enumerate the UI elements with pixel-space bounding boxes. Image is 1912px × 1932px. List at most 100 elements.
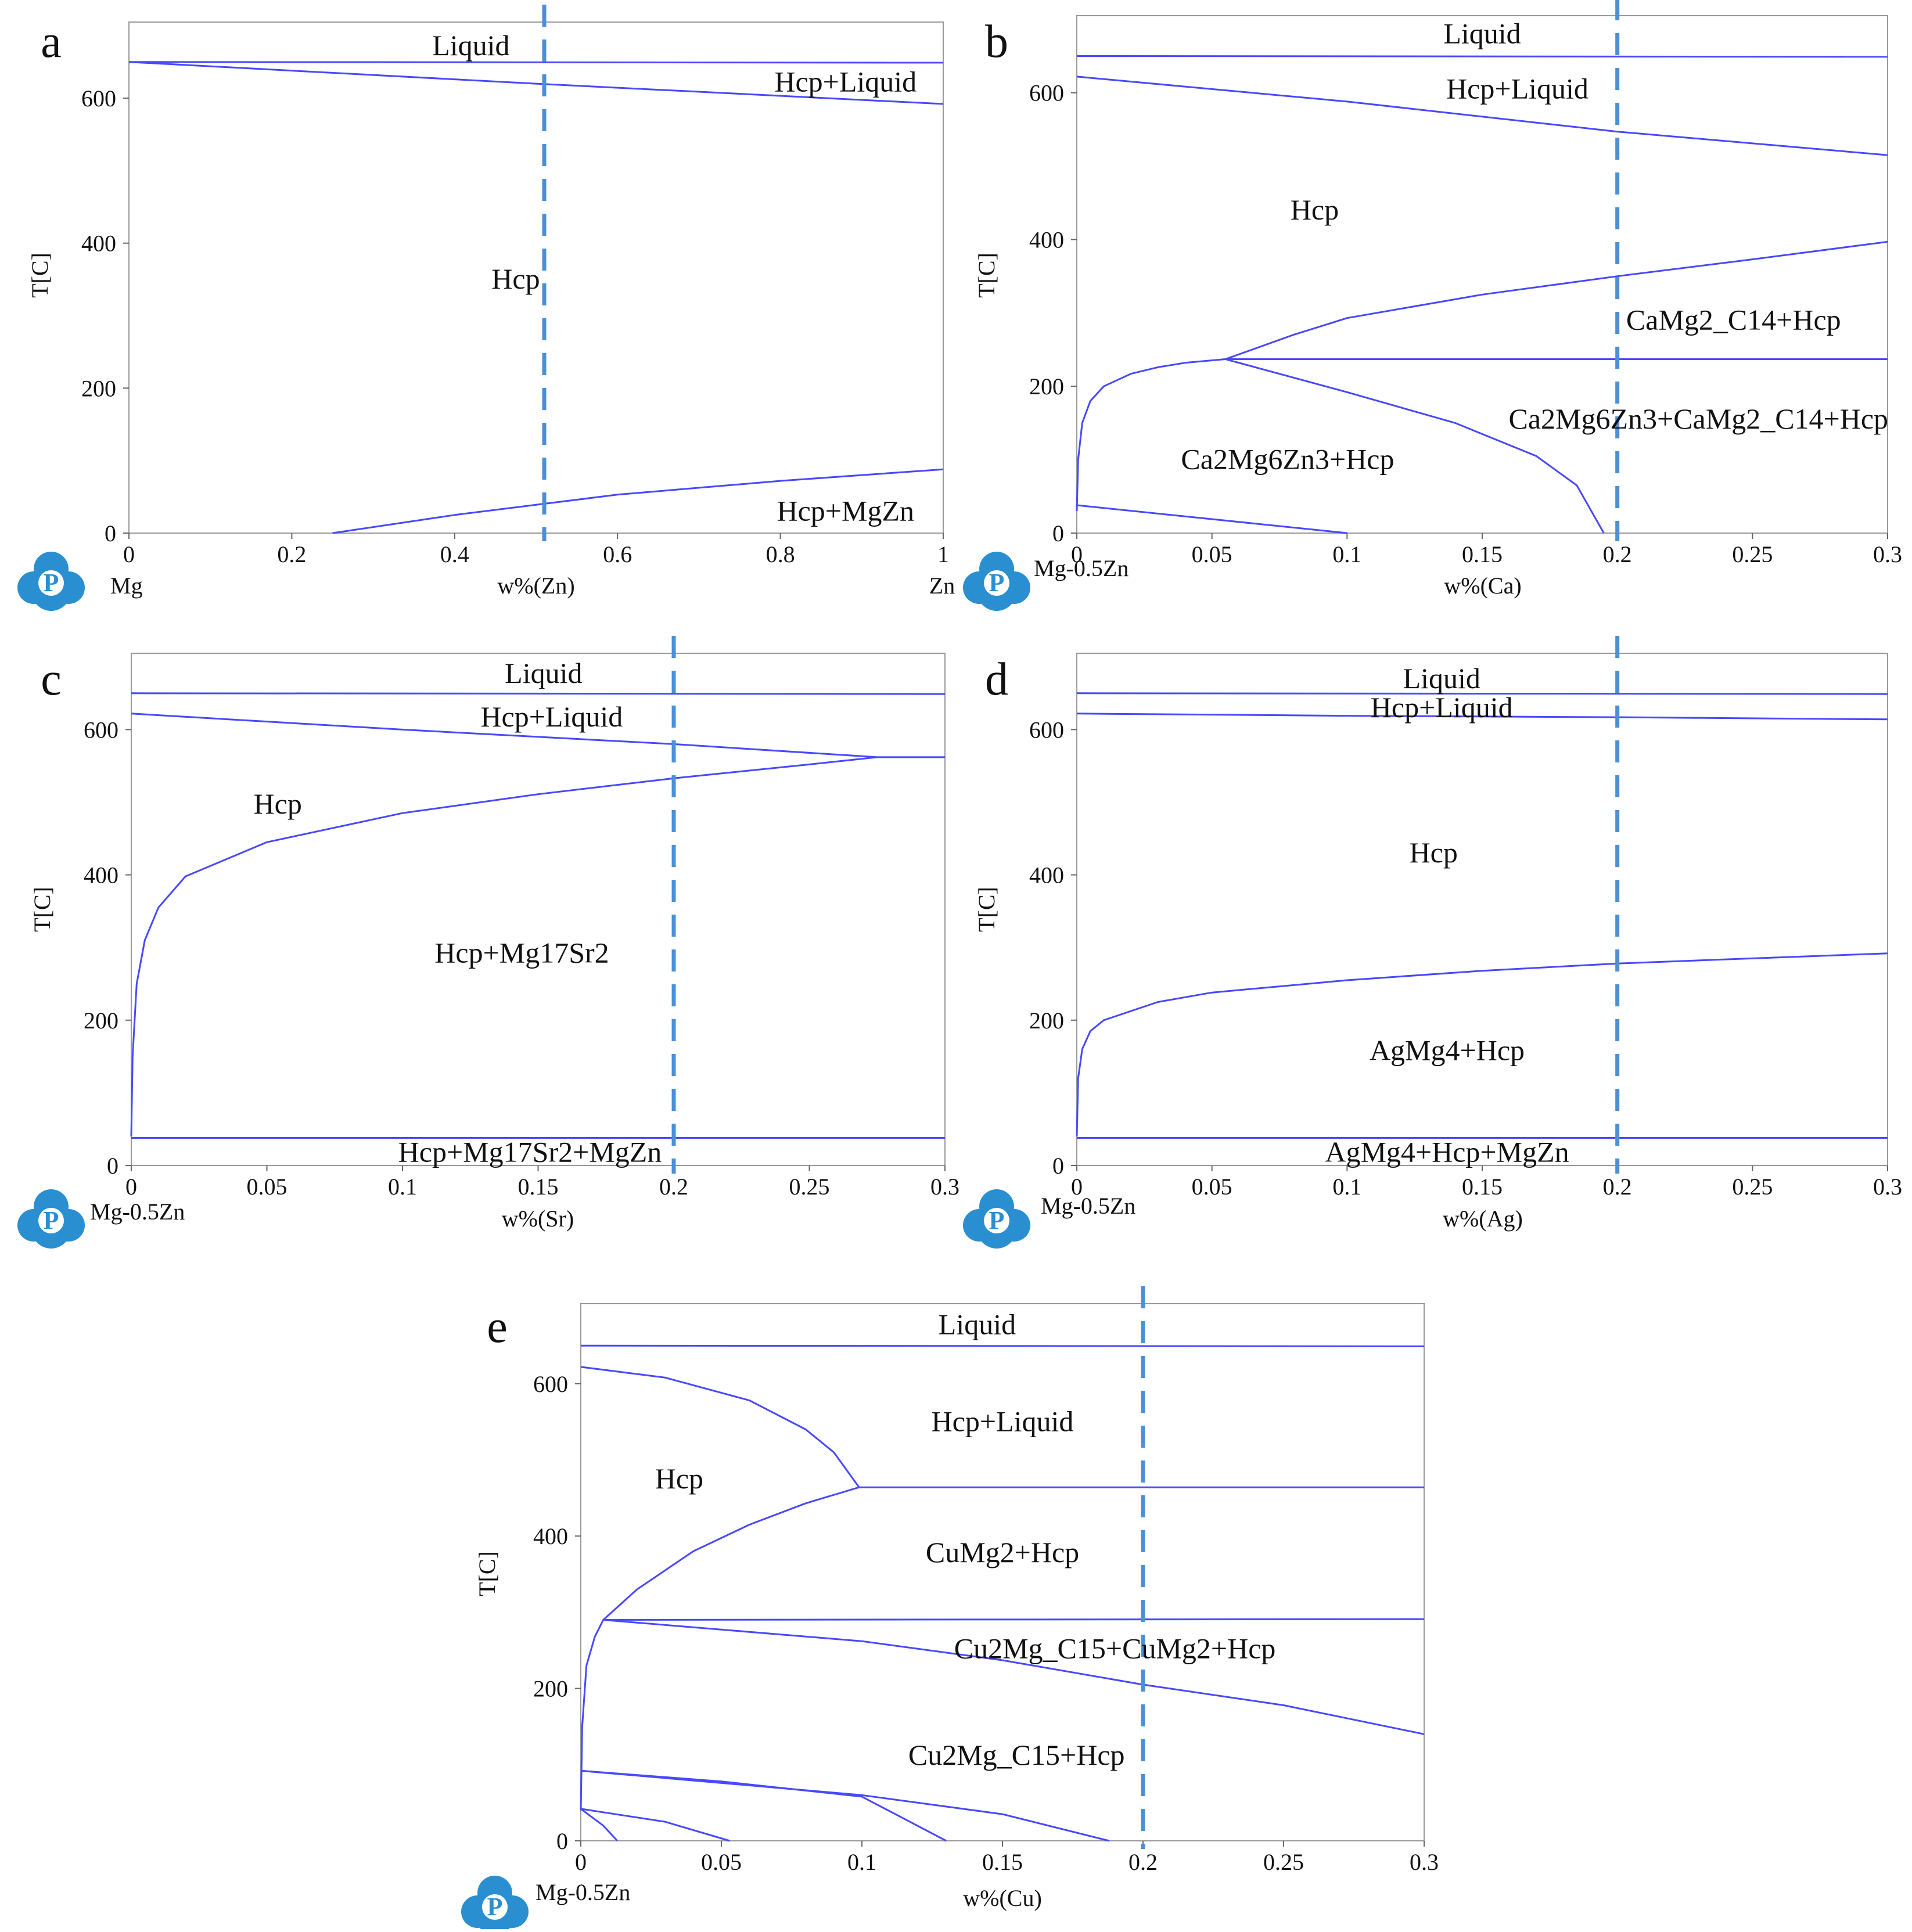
phase-region-label: Liquid [1403, 662, 1480, 695]
plot-frame [128, 21, 944, 534]
x-tick-label: 0.2 [1128, 1849, 1158, 1875]
y-tick-label: 0 [107, 1153, 118, 1179]
x-tick-label: 0.25 [789, 1174, 830, 1200]
y-axis-label: T[C] [27, 253, 53, 298]
phase-region-label: Hcp [655, 1462, 703, 1495]
phase-region-label: Ca2Mg6Zn3+Hcp [1181, 443, 1394, 476]
y-tick-label: 200 [81, 375, 116, 401]
x-tick-label: 0.1 [1332, 541, 1361, 567]
x-tick-label: 0.15 [1462, 1174, 1503, 1200]
x-axis-label: w%(Sr) [502, 1206, 574, 1232]
x-axis-label: w%(Cu) [963, 1885, 1042, 1911]
x-tick-label: 0.2 [277, 541, 306, 567]
x-tick-label: 0 [575, 1849, 587, 1875]
x-tick-label: 0.25 [1732, 541, 1773, 567]
phase-region-label: Hcp+Liquid [774, 66, 917, 98]
left-component-label: Mg-0.5Zn [535, 1879, 630, 1905]
phase-region-label: Ca2Mg6Zn3+CaMg2_C14+Hcp [1508, 402, 1888, 435]
phase-region-label: Hcp+Mg17Sr2 [434, 937, 609, 969]
phase-boundary-line [1076, 240, 1888, 512]
phase-region-label: Liquid [939, 1308, 1016, 1341]
phase-boundary-line [580, 1769, 947, 1842]
phase-boundary-line [128, 61, 944, 105]
left-component-label: Mg [110, 573, 143, 599]
phase-region-label: Cu2Mg_C15+CuMg2+Hcp [954, 1632, 1276, 1664]
phase-region-label: Cu2Mg_C15+Hcp [908, 1739, 1125, 1771]
x-tick-label: 0.3 [1873, 1174, 1902, 1200]
x-tick-label: 0.3 [1873, 541, 1902, 567]
y-tick-label: 200 [1029, 373, 1064, 400]
x-tick-label: 0.3 [930, 1174, 959, 1200]
y-tick-label: 400 [81, 231, 116, 257]
y-axis-label: T[C] [474, 1551, 500, 1596]
logo-letter: P [44, 569, 59, 597]
x-axis-label: w%(Ag) [1443, 1206, 1523, 1232]
panel-a: 0 0.2 0.4 0.6 0.8 1 0 200 400 600 Liquid Hcp+Liquid… [17, 5, 955, 611]
phase-boundary-line [130, 756, 878, 1137]
right-component-label: Zn [929, 573, 955, 599]
phase-region-label: Hcp [1410, 836, 1458, 869]
phase-boundary-line [603, 1619, 1425, 1735]
x-tick-label: 0 [1071, 541, 1083, 567]
phase-region-label: Hcp [1291, 193, 1339, 226]
software-logo-icon: P [17, 1189, 85, 1249]
x-tick-label: 0.8 [766, 541, 795, 567]
phase-region-label: AgMg4+Hcp [1370, 1034, 1525, 1066]
x-tick-label: 0.1 [1332, 1174, 1361, 1200]
left-component-label: Mg-0.5Zn [1034, 555, 1128, 581]
x-tick-label: 0.2 [1603, 541, 1632, 567]
y-tick-label: 200 [84, 1008, 118, 1034]
panel-label: d [985, 654, 1008, 705]
phase-region-label: CuMg2+Hcp [926, 1536, 1079, 1568]
phase-region-label: AgMg4+Hcp+MgZn [1325, 1135, 1569, 1168]
phase-boundary-line [1076, 952, 1888, 1137]
y-tick-label: 400 [533, 1523, 568, 1549]
software-logo-icon: P [963, 1189, 1030, 1249]
phase-boundary-line [1225, 358, 1605, 534]
logo-letter: P [487, 1893, 503, 1921]
x-tick-label: 0.15 [1462, 541, 1503, 567]
y-tick-label: 600 [1029, 80, 1064, 106]
x-tick-label: 0 [1071, 1174, 1083, 1200]
phase-region-label: Hcp+MgZn [777, 495, 915, 527]
x-tick-label: 0.1 [847, 1849, 876, 1875]
x-tick-label: 0.2 [1603, 1174, 1632, 1200]
x-tick-label: 0 [123, 541, 135, 567]
phase-boundary-line [1076, 713, 1888, 721]
x-tick-label: 0.05 [1192, 541, 1232, 567]
y-tick-label: 0 [556, 1828, 568, 1854]
phase-boundary-line [1076, 75, 1888, 156]
x-tick-label: 0.25 [1732, 1174, 1773, 1200]
panel-label: e [487, 1301, 508, 1352]
phase-region-label: Hcp+Liquid [1446, 72, 1588, 105]
x-tick-label: 0.6 [603, 541, 632, 567]
y-axis-label: T[C] [973, 253, 1000, 298]
x-tick-label: 0.1 [388, 1174, 417, 1200]
x-tick-label: 0.4 [440, 541, 469, 567]
phase-boundary-line [1076, 55, 1888, 58]
y-tick-label: 200 [533, 1676, 568, 1702]
x-tick-label: 0.05 [1192, 1174, 1232, 1200]
panel-c: 0 0.05 0.1 0.15 0.2 0.25 0.3 0 200 400 600 Liquid Hc… [17, 636, 959, 1249]
phase-region-label: Liquid [1443, 17, 1521, 50]
phase-boundary-line [128, 61, 944, 64]
x-tick-label: 0.2 [659, 1174, 688, 1200]
y-tick-label: 600 [533, 1371, 568, 1397]
y-tick-label: 400 [1029, 226, 1064, 253]
x-tick-label: 0.15 [982, 1849, 1023, 1875]
logo-letter: P [989, 569, 1005, 597]
y-tick-label: 600 [84, 717, 118, 743]
phase-boundary-line [603, 1618, 1425, 1621]
phase-boundary-line [332, 468, 944, 534]
phase-boundary-line [580, 1769, 1110, 1842]
panel-label: c [41, 654, 62, 705]
x-tick-label: 0.3 [1410, 1849, 1439, 1875]
y-tick-label: 200 [1029, 1008, 1064, 1034]
phase-boundary-line [131, 713, 878, 758]
panel-b: 0 0.05 0.1 0.15 0.2 0.25 0.3 0 200 400 600 Liquid Hc… [963, 0, 1902, 611]
phase-boundary-line [1076, 692, 1888, 695]
y-tick-label: 400 [1029, 862, 1064, 888]
panel-label: b [985, 16, 1008, 67]
